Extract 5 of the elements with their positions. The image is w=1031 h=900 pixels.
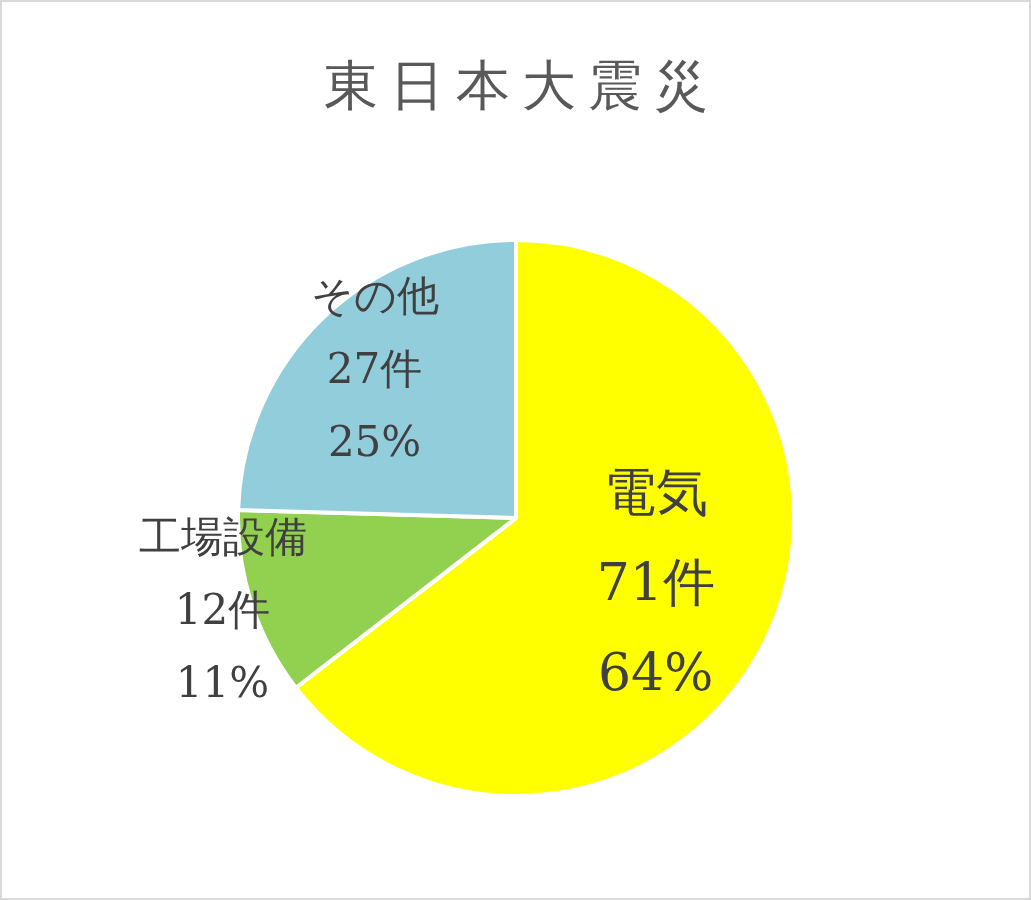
slice-label: その他 (310, 271, 439, 321)
chart-title: 東日本大震災 (324, 54, 720, 118)
slice-label: 電気 (603, 462, 708, 523)
data-label: 71件 64% (596, 552, 715, 703)
data-label: 27件 25% (326, 344, 423, 467)
